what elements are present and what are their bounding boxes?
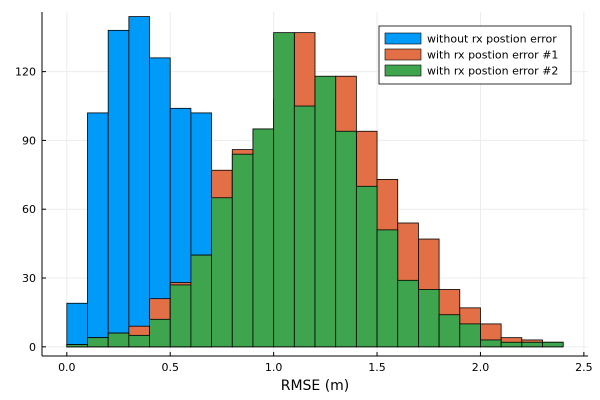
histogram-bar-series-1 xyxy=(128,16,150,348)
histogram-bar-series-3 xyxy=(376,229,399,348)
histogram-bar-series-1 xyxy=(87,112,109,348)
histogram-bar-series-3 xyxy=(169,284,192,348)
histogram-bar-series-3 xyxy=(500,341,523,348)
legend-entry-label: with rx postion error #1 xyxy=(427,49,558,62)
axes xyxy=(41,12,588,357)
y-tick-label: 30 xyxy=(22,272,36,285)
histogram-bar-series-3 xyxy=(480,339,502,348)
histogram-bar-series-3 xyxy=(355,185,378,348)
histogram-bar-series-3 xyxy=(397,279,419,348)
histogram-bar-series-1 xyxy=(107,29,130,348)
histogram-bar-series-3 xyxy=(66,344,88,348)
histogram-bar-series-3 xyxy=(273,32,295,348)
tick-labels: 0.0 0.5 1.0 1.5 2.0 2.5 0 30 60 90 120 xyxy=(15,66,593,374)
legend-swatch xyxy=(384,32,422,45)
histogram-bar-series-3 xyxy=(335,130,357,348)
histogram-bar-series-3 xyxy=(149,318,171,348)
histogram-bar-series-3 xyxy=(438,314,461,348)
histogram-bar-series-3 xyxy=(128,334,150,348)
x-tick-label: 2.5 xyxy=(575,361,593,374)
legend-swatch xyxy=(384,64,422,77)
histogram-bar-series-3 xyxy=(459,323,481,348)
x-axis-label: RMSE (m) xyxy=(281,378,350,394)
y-tick-label: 0 xyxy=(29,341,36,354)
legend-entry-label: without rx postion error xyxy=(427,33,557,46)
y-tick-label: 90 xyxy=(22,134,36,147)
y-tick-label: 120 xyxy=(15,66,36,79)
histogram-bar-series-3 xyxy=(107,332,130,348)
y-tick-label: 60 xyxy=(22,203,36,216)
bars xyxy=(66,16,564,348)
legend: without rx postion error with rx postion … xyxy=(378,25,572,85)
histogram-bar-series-3 xyxy=(521,341,543,348)
histogram-bar-series-3 xyxy=(190,254,212,348)
histogram-bar-series-3 xyxy=(252,128,275,348)
x-tick-label: 1.0 xyxy=(265,361,283,374)
histogram-bar-series-3 xyxy=(542,341,564,348)
histogram-bar-series-1 xyxy=(66,302,88,348)
histogram-bar-series-3 xyxy=(231,153,254,348)
histogram-bar-series-3 xyxy=(314,75,337,348)
legend-entry-label: with rx postion error #2 xyxy=(427,65,558,78)
x-tick-label: 0.0 xyxy=(58,361,76,374)
x-tick-label: 2.0 xyxy=(472,361,490,374)
x-tick-label: 0.5 xyxy=(161,361,179,374)
histogram-bar-series-3 xyxy=(418,289,440,348)
histogram-bar-series-3 xyxy=(293,105,316,348)
histogram-bar-series-3 xyxy=(211,197,233,348)
histogram-bar-series-3 xyxy=(87,337,109,348)
legend-swatch xyxy=(384,48,422,61)
x-tick-label: 1.5 xyxy=(368,361,386,374)
